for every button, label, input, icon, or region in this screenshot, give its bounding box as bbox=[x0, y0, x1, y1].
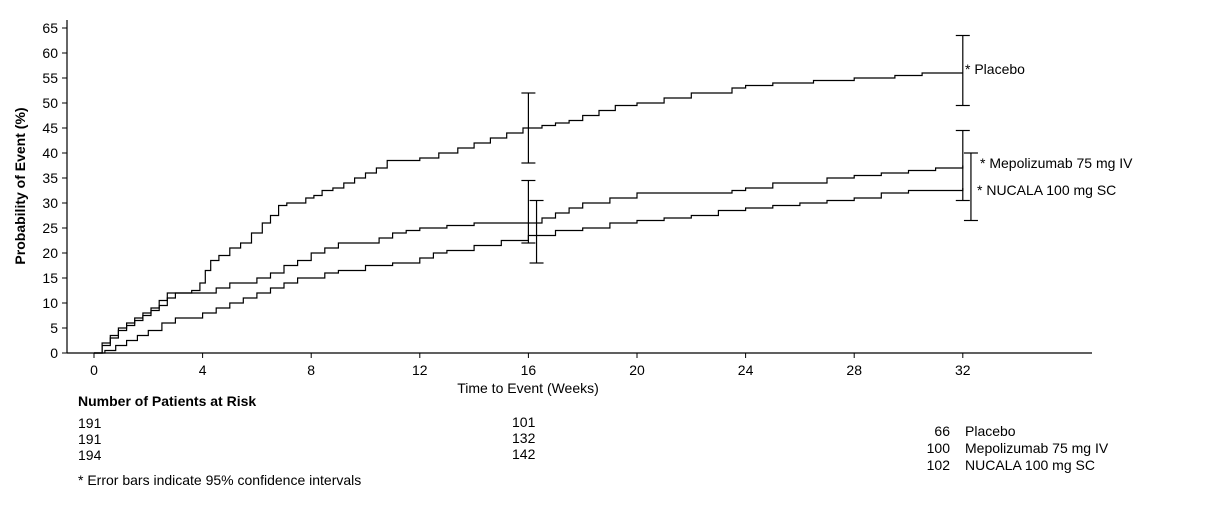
at-risk-week16-nucala: 142 bbox=[512, 446, 536, 462]
x-tick-label: 4 bbox=[199, 362, 207, 378]
error-bar-week16-nucala bbox=[529, 199, 544, 264]
at-risk-week0-placebo: 191 bbox=[78, 415, 102, 431]
x-tick-label: 12 bbox=[412, 362, 428, 378]
series-line-mepolizumab bbox=[94, 165, 964, 354]
y-tick-label: 50 bbox=[42, 95, 58, 111]
x-ticks: 0 4 8 12 16 20 24 28 32 bbox=[90, 353, 971, 378]
end-count-mepolizumab: 100 bbox=[927, 440, 951, 456]
x-tick-label: 16 bbox=[521, 362, 537, 378]
series-label-placebo: * Placebo bbox=[965, 61, 1025, 77]
y-tick-label: 15 bbox=[42, 270, 58, 286]
series-label-nucala: * NUCALA 100 mg SC bbox=[977, 182, 1116, 198]
y-tick-label: 25 bbox=[42, 220, 58, 236]
x-tick-label: 0 bbox=[90, 362, 98, 378]
y-tick-label: 5 bbox=[50, 320, 58, 336]
footnote: * Error bars indicate 95% confidence int… bbox=[78, 472, 361, 488]
x-tick-label: 8 bbox=[307, 362, 315, 378]
error-bar-week16-placebo bbox=[521, 92, 536, 164]
at-risk-week0-mepolizumab: 191 bbox=[78, 431, 102, 447]
x-tick-label: 28 bbox=[846, 362, 862, 378]
y-tick-label: 40 bbox=[42, 145, 58, 161]
y-tick-label: 65 bbox=[42, 20, 58, 36]
y-tick-label: 45 bbox=[42, 120, 58, 136]
error-bar-week16-mepolizumab bbox=[521, 179, 536, 244]
y-tick-label: 55 bbox=[42, 70, 58, 86]
at-risk-week16-mepolizumab: 132 bbox=[512, 430, 536, 446]
series-line-placebo bbox=[94, 72, 963, 354]
x-tick-label: 20 bbox=[629, 362, 645, 378]
x-tick-label: 32 bbox=[955, 362, 971, 378]
y-ticks: 0 5 10 15 20 25 30 35 40 45 50 55 60 65 bbox=[42, 20, 67, 361]
series-line-nucala bbox=[94, 188, 964, 354]
y-tick-label: 0 bbox=[50, 345, 58, 361]
error-bar-end-placebo bbox=[955, 34, 970, 107]
end-name-nucala: NUCALA 100 mg SC bbox=[965, 457, 1095, 473]
confidence-interval-layer bbox=[521, 34, 978, 264]
series-layer bbox=[94, 72, 964, 354]
end-name-placebo: Placebo bbox=[965, 423, 1016, 439]
y-tick-label: 10 bbox=[42, 295, 58, 311]
y-tick-label: 60 bbox=[42, 45, 58, 61]
y-tick-label: 35 bbox=[42, 170, 58, 186]
y-tick-label: 30 bbox=[42, 195, 58, 211]
end-count-nucala: 102 bbox=[927, 457, 951, 473]
end-count-placebo: 66 bbox=[934, 423, 950, 439]
error-bar-end-nucala bbox=[963, 152, 978, 222]
end-name-mepolizumab: Mepolizumab 75 mg IV bbox=[965, 440, 1109, 456]
at-risk-week0-nucala: 194 bbox=[78, 447, 102, 463]
x-axis-label: Time to Event (Weeks) bbox=[457, 380, 599, 396]
x-tick-label: 24 bbox=[738, 362, 754, 378]
y-tick-label: 20 bbox=[42, 245, 58, 261]
y-axis-label: Probability of Event (%) bbox=[12, 107, 28, 264]
error-bar-end-mepolizumab bbox=[955, 129, 970, 202]
series-label-mepolizumab: * Mepolizumab 75 mg IV bbox=[980, 155, 1133, 171]
at-risk-week16-placebo: 101 bbox=[512, 414, 536, 430]
at-risk-title: Number of Patients at Risk bbox=[78, 393, 256, 409]
